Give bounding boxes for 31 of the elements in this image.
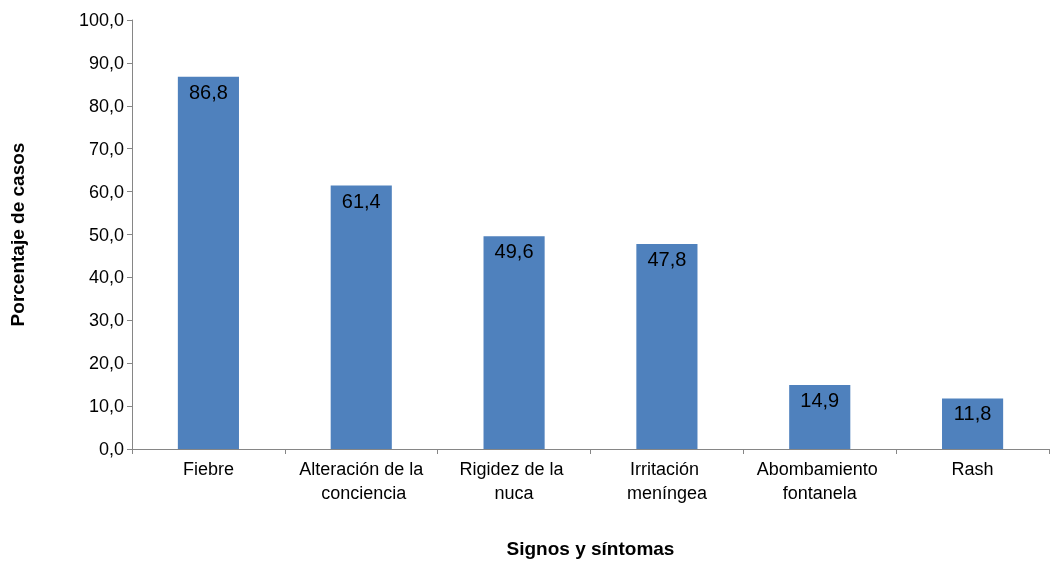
y-tick-label: 70,0 [88, 138, 124, 159]
data-label: 86,8 [188, 80, 228, 103]
x-tick-label: Rash [951, 459, 994, 479]
data-label: 11,8 [953, 402, 992, 425]
bar [942, 398, 1004, 449]
x-axis-title: Signos y síntomas [506, 538, 675, 559]
y-tick-label: 50,0 [88, 224, 124, 245]
y-tick-label: 10,0 [88, 396, 124, 417]
bar [177, 76, 239, 449]
bar [330, 185, 392, 449]
data-label: 49,6 [494, 240, 534, 263]
bar [789, 385, 851, 449]
x-tick-label: Abombamiento fontanela [756, 459, 883, 503]
bar [483, 236, 545, 449]
x-tick-label: Rigidez de la nuca [459, 459, 569, 503]
x-tick-label: Irritación meníngea [626, 459, 708, 503]
data-label: 14,9 [800, 389, 840, 412]
y-tick-label: 20,0 [88, 353, 124, 374]
x-tick-label: Alteración de la conciencia [299, 459, 425, 503]
y-tick-label: 90,0 [88, 52, 124, 73]
data-label: 61,4 [341, 189, 381, 212]
y-tick-label: 80,0 [88, 95, 124, 116]
y-axis-title: Porcentaje de casos [7, 142, 28, 327]
data-label: 47,8 [647, 247, 687, 270]
y-tick-label: 100,0 [78, 10, 124, 30]
x-tick-label: Fiebre [182, 459, 234, 479]
y-tick-label: 60,0 [88, 181, 124, 202]
bar [636, 243, 698, 449]
y-tick-label: 40,0 [88, 267, 124, 288]
y-tick-label: 0,0 [98, 439, 124, 459]
y-tick-label: 30,0 [88, 310, 124, 331]
